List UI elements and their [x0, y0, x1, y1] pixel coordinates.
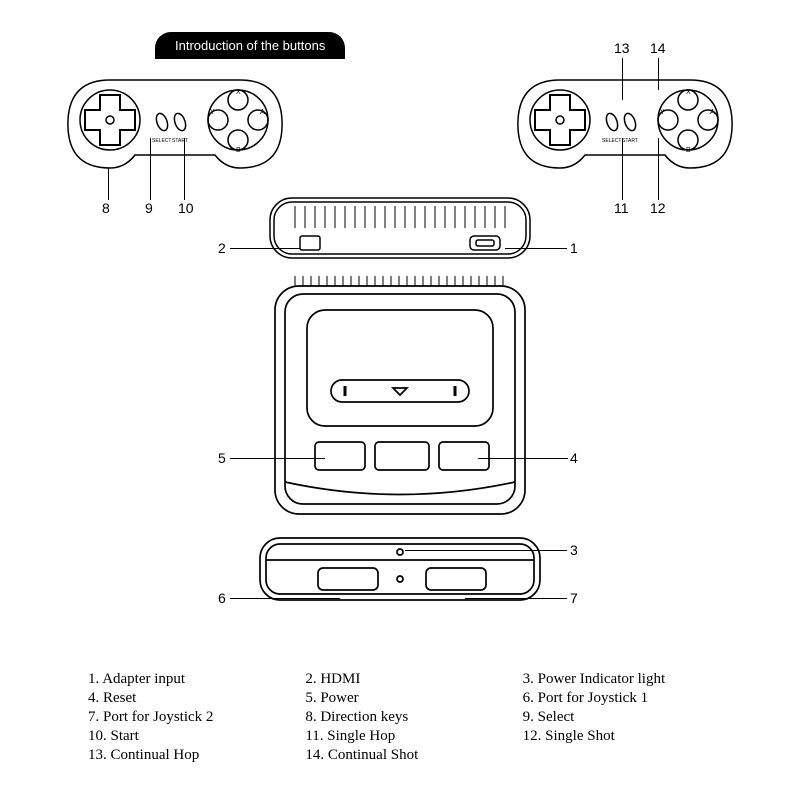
header-title: Introduction of the buttons [155, 32, 345, 59]
legend-item: 9. Select [523, 709, 740, 726]
svg-text:A: A [710, 109, 715, 116]
legend-item: 2. HDMI [305, 671, 522, 688]
callout-5: 5 [218, 450, 226, 466]
callout-11: 11 [614, 200, 629, 216]
callout-12: 12 [650, 200, 666, 216]
console-rear [260, 190, 540, 270]
legend-item: 4. Reset [88, 690, 305, 707]
svg-text:B: B [686, 147, 691, 154]
legend-item: 6. Port for Joystick 1 [523, 690, 740, 707]
callout-1: 1 [570, 240, 578, 256]
callout-7: 7 [570, 590, 578, 606]
legend-item: 3. Power Indicator light [523, 671, 740, 688]
legend-item: 5. Power [305, 690, 522, 707]
controller-right: SELECT START X A B Y [510, 70, 740, 180]
legend-item [523, 747, 740, 764]
callout-6: 6 [218, 590, 226, 606]
console-top [255, 272, 545, 522]
svg-text:A: A [260, 109, 265, 116]
callout-2: 2 [218, 240, 226, 256]
svg-text:Y: Y [660, 109, 665, 116]
callout-10: 10 [178, 200, 194, 216]
controller-left: SELECT START X A B Y [60, 70, 290, 180]
legend-item: 8. Direction keys [305, 709, 522, 726]
legend-item: 11. Single Hop [305, 728, 522, 745]
svg-text:SELECT: SELECT [602, 138, 621, 144]
callout-9: 9 [145, 200, 153, 216]
svg-text:B: B [236, 147, 241, 154]
callout-14: 14 [650, 40, 666, 56]
legend: 1. Adapter input 2. HDMI 3. Power Indica… [88, 671, 740, 766]
legend-item: 1. Adapter input [88, 671, 305, 688]
callout-3: 3 [570, 542, 578, 558]
callout-13: 13 [614, 40, 630, 56]
callout-4: 4 [570, 450, 578, 466]
legend-item: 7. Port for Joystick 2 [88, 709, 305, 726]
callout-8: 8 [102, 200, 110, 216]
svg-text:X: X [236, 89, 241, 96]
svg-text:START: START [172, 138, 188, 144]
legend-item: 13. Continual Hop [88, 747, 305, 764]
legend-item: 12. Single Shot [523, 728, 740, 745]
legend-item: 14. Continual Shot [305, 747, 522, 764]
svg-text:START: START [622, 138, 638, 144]
svg-text:SELECT: SELECT [152, 138, 171, 144]
svg-text:Y: Y [210, 109, 215, 116]
svg-text:X: X [686, 89, 691, 96]
legend-item: 10. Start [88, 728, 305, 745]
